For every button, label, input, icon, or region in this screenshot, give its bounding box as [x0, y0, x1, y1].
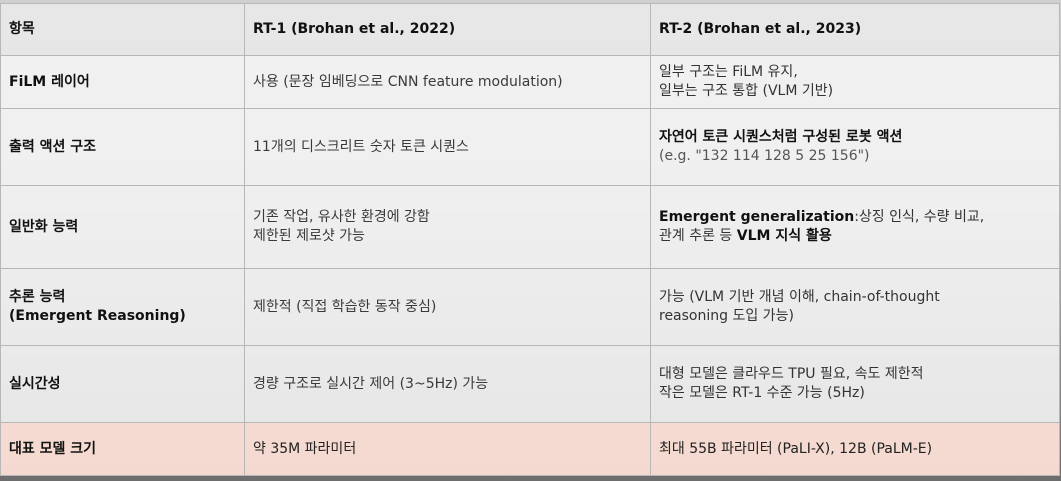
rt1-cell: 11개의 디스크리트 숫자 토큰 시퀀스	[244, 108, 651, 186]
table-row-model-size: 대표 모델 크기 약 35M 파라미터 최대 55B 파라미터 (PaLI-X)…	[0, 422, 1060, 476]
rt1-cell: 약 35M 파라미터	[244, 422, 651, 476]
rt2-text: :상징 인식, 수량 비교,	[854, 209, 985, 225]
row-label: FiLM 레이어	[0, 55, 245, 109]
rt2-line: 일부 구조는 FiLM 유지,	[659, 64, 798, 80]
rt2-bold-text: 자연어 토큰 시퀀스처럼 구성된 로봇 액션	[659, 129, 903, 145]
rt2-line: reasoning 도입 가능)	[659, 308, 794, 324]
rt2-cell: 최대 55B 파라미터 (PaLI-X), 12B (PaLM-E)	[650, 422, 1060, 476]
row-label: 출력 액션 구조	[0, 108, 245, 186]
rt1-cell: 제한적 (직접 학습한 동작 중심)	[244, 268, 651, 346]
rt2-text: 관계 추론 등	[659, 228, 737, 244]
table-header-row: 항목 RT-1 (Brohan et al., 2022) RT-2 (Broh…	[0, 3, 1060, 56]
rt2-bold-text: Emergent generalization	[659, 209, 855, 225]
rt2-cell: 자연어 토큰 시퀀스처럼 구성된 로봇 액션 (e.g. "132 114 128…	[650, 108, 1060, 186]
row-label-line: 추론 능력	[9, 289, 66, 305]
row-label: 추론 능력 (Emergent Reasoning)	[0, 268, 245, 346]
rt1-cell: 사용 (문장 임베딩으로 CNN feature modulation)	[244, 55, 651, 109]
rt2-cell: 일부 구조는 FiLM 유지, 일부는 구조 통합 (VLM 기반)	[650, 55, 1060, 109]
table-row-film: FiLM 레이어 사용 (문장 임베딩으로 CNN feature modula…	[0, 55, 1060, 109]
rt2-line: 대형 모델은 클라우드 TPU 필요, 속도 제한적	[659, 366, 924, 382]
rt2-line: 작은 모델은 RT-1 수준 가능 (5Hz)	[659, 385, 865, 401]
header-item: 항목	[0, 3, 245, 56]
header-rt1: RT-1 (Brohan et al., 2022)	[244, 3, 651, 56]
rt1-cell: 경량 구조로 실시간 제어 (3~5Hz) 가능	[244, 345, 651, 423]
rt1-line: 제한된 제로샷 가능	[253, 228, 365, 244]
comparison-table: 항목 RT-1 (Brohan et al., 2022) RT-2 (Broh…	[0, 3, 1060, 476]
rt1-line: 기존 작업, 유사한 환경에 강함	[253, 209, 430, 225]
row-label: 일반화 능력	[0, 185, 245, 269]
table-row-realtime: 실시간성 경량 구조로 실시간 제어 (3~5Hz) 가능 대형 모델은 클라우…	[0, 345, 1060, 423]
rt2-cell: 가능 (VLM 기반 개념 이해, chain-of-thought reason…	[650, 268, 1060, 346]
row-label: 실시간성	[0, 345, 245, 423]
rt2-line: 가능 (VLM 기반 개념 이해, chain-of-thought	[659, 289, 940, 305]
row-label: 대표 모델 크기	[0, 422, 245, 476]
rt2-example: (e.g. "132 114 128 5 25 156")	[659, 148, 870, 164]
row-label-line: (Emergent Reasoning)	[9, 308, 186, 324]
table-row-reasoning: 추론 능력 (Emergent Reasoning) 제한적 (직접 학습한 동작…	[0, 268, 1060, 346]
header-rt2: RT-2 (Brohan et al., 2023)	[650, 3, 1060, 56]
table-row-action-structure: 출력 액션 구조 11개의 디스크리트 숫자 토큰 시퀀스 자연어 토큰 시퀀스…	[0, 108, 1060, 186]
rt2-bold-text: VLM 지식 활용	[736, 228, 832, 244]
rt2-line: 일부는 구조 통합 (VLM 기반)	[659, 83, 834, 99]
rt2-cell: Emergent generalization:상징 인식, 수량 비교, 관계 …	[650, 185, 1060, 269]
